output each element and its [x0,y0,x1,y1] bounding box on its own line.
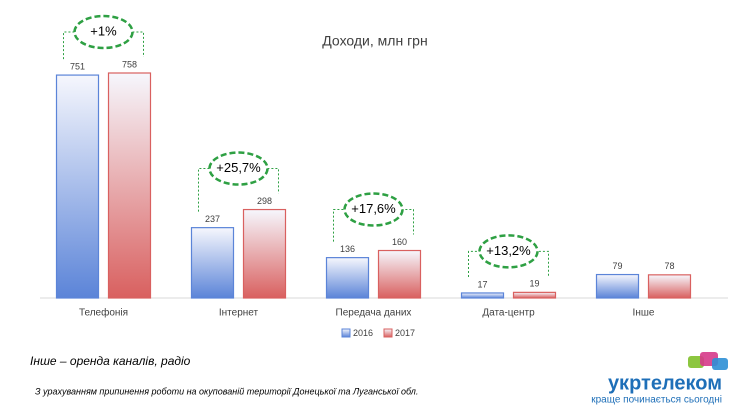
bar [190,227,235,299]
x-tick-label: Дата-центр [482,308,535,319]
annotation-ellipse [208,151,269,186]
logo-name: укртелеком [608,372,722,394]
x-tick-label: Інтернет [219,308,259,319]
value-label: 751 [70,61,85,71]
x-tick-label: Інше [633,308,655,319]
annotation: +13,2% [486,243,531,258]
x-tick-label: Передача даних [336,308,412,319]
annotation-ellipse [478,234,539,269]
logo-icon [688,352,728,370]
value-label: 78 [664,261,674,271]
value-label: 237 [205,214,220,224]
legend-swatch [341,328,351,338]
value-label: 136 [340,244,355,254]
bracket [63,31,144,60]
bar [512,291,557,299]
bar [55,74,100,299]
value-label: 19 [529,279,539,289]
bar [242,208,287,299]
annotation: +25,7% [216,160,261,175]
value-label: 17 [477,279,487,289]
legend-label: 2017 [395,328,415,338]
bar [325,257,370,299]
footnote: Інше – оренда каналів, радіо [30,354,191,368]
bar [107,72,152,299]
legend-swatch [383,328,393,338]
logo-slogan: краще починається сьогодні [591,395,722,406]
legend-label: 2016 [353,328,373,338]
footnote: З урахуванням припинення роботи на окупо… [35,386,418,396]
annotation-ellipse [343,192,404,227]
bar [460,292,505,299]
bar [595,273,640,299]
value-label: 298 [257,196,272,206]
annotation: +1% [90,23,117,38]
bar [647,274,692,299]
value-label: 79 [612,261,622,271]
bar [377,249,422,299]
annotation-ellipse [73,14,134,50]
bracket [198,168,279,212]
chart-title: Доходи, млн грн [322,33,427,49]
annotation: +17,6% [351,201,396,216]
value-label: 160 [392,237,407,247]
x-tick-label: Телефонія [79,307,128,319]
value-label: 758 [122,59,137,69]
